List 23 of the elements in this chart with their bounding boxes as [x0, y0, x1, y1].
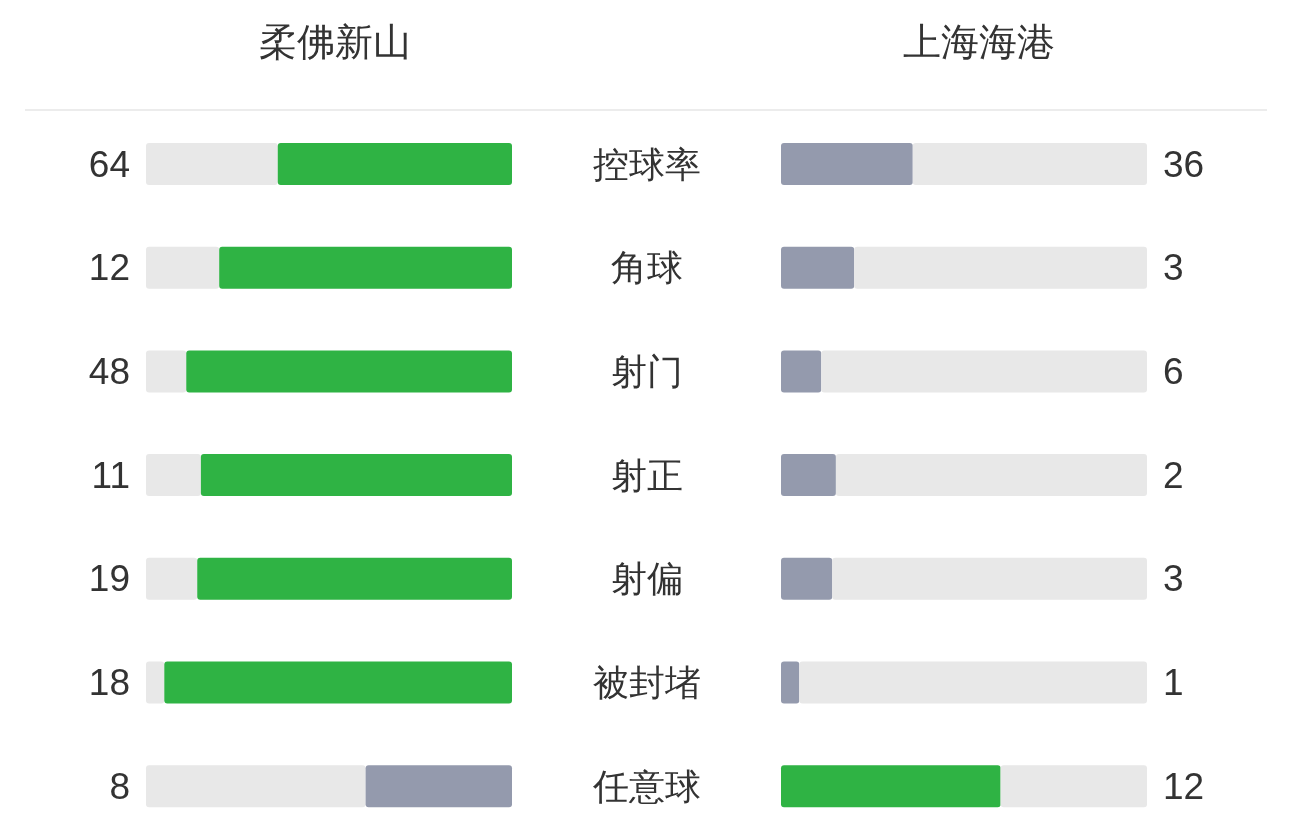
category-label: 控球率	[593, 143, 701, 185]
category-label: 射正	[611, 454, 683, 496]
category-label: 被封堵	[593, 662, 701, 703]
category-label: 任意球	[593, 765, 701, 807]
annotation: 3	[1163, 558, 1184, 600]
annotation: 64	[88, 143, 130, 185]
annotation: 11	[91, 454, 130, 496]
annotation: 1	[1163, 662, 1184, 703]
annotation: 3	[1163, 247, 1184, 289]
series-name: 柔佛新山	[259, 21, 411, 63]
annotation: 48	[88, 350, 130, 392]
annotation: 19	[88, 558, 130, 600]
series-name: 上海海港	[903, 21, 1055, 63]
category-label: 射门	[611, 350, 683, 392]
category-label: 角球	[611, 247, 683, 289]
annotation: 18	[88, 662, 130, 703]
annotation: 6	[1163, 350, 1184, 392]
annotation: 12	[1163, 765, 1205, 807]
category-label: 射偏	[611, 558, 683, 600]
annotation: 12	[88, 247, 130, 289]
annotation: 36	[1163, 143, 1205, 185]
annotation: 8	[109, 765, 130, 807]
annotation: 2	[1163, 454, 1184, 496]
